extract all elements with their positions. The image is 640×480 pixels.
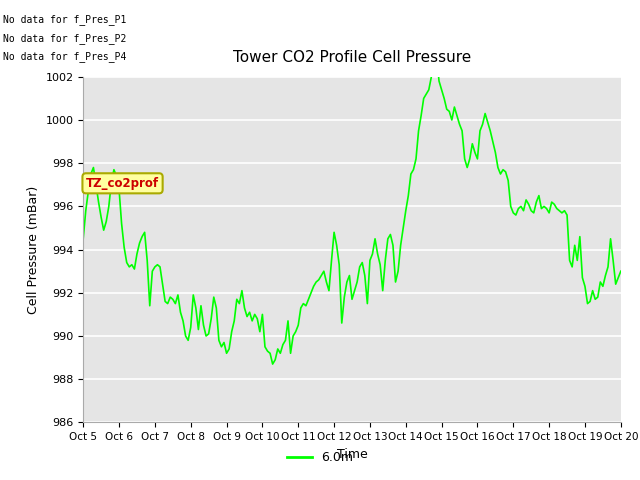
Text: No data for f_Pres_P2: No data for f_Pres_P2 (3, 33, 127, 44)
Y-axis label: Cell Pressure (mBar): Cell Pressure (mBar) (27, 185, 40, 314)
X-axis label: Time: Time (337, 448, 367, 461)
Legend: 6.0m: 6.0m (282, 446, 358, 469)
Title: Tower CO2 Profile Cell Pressure: Tower CO2 Profile Cell Pressure (233, 49, 471, 64)
Text: No data for f_Pres_P4: No data for f_Pres_P4 (3, 51, 127, 62)
Text: No data for f_Pres_P1: No data for f_Pres_P1 (3, 14, 127, 25)
Text: TZ_co2prof: TZ_co2prof (86, 177, 159, 190)
